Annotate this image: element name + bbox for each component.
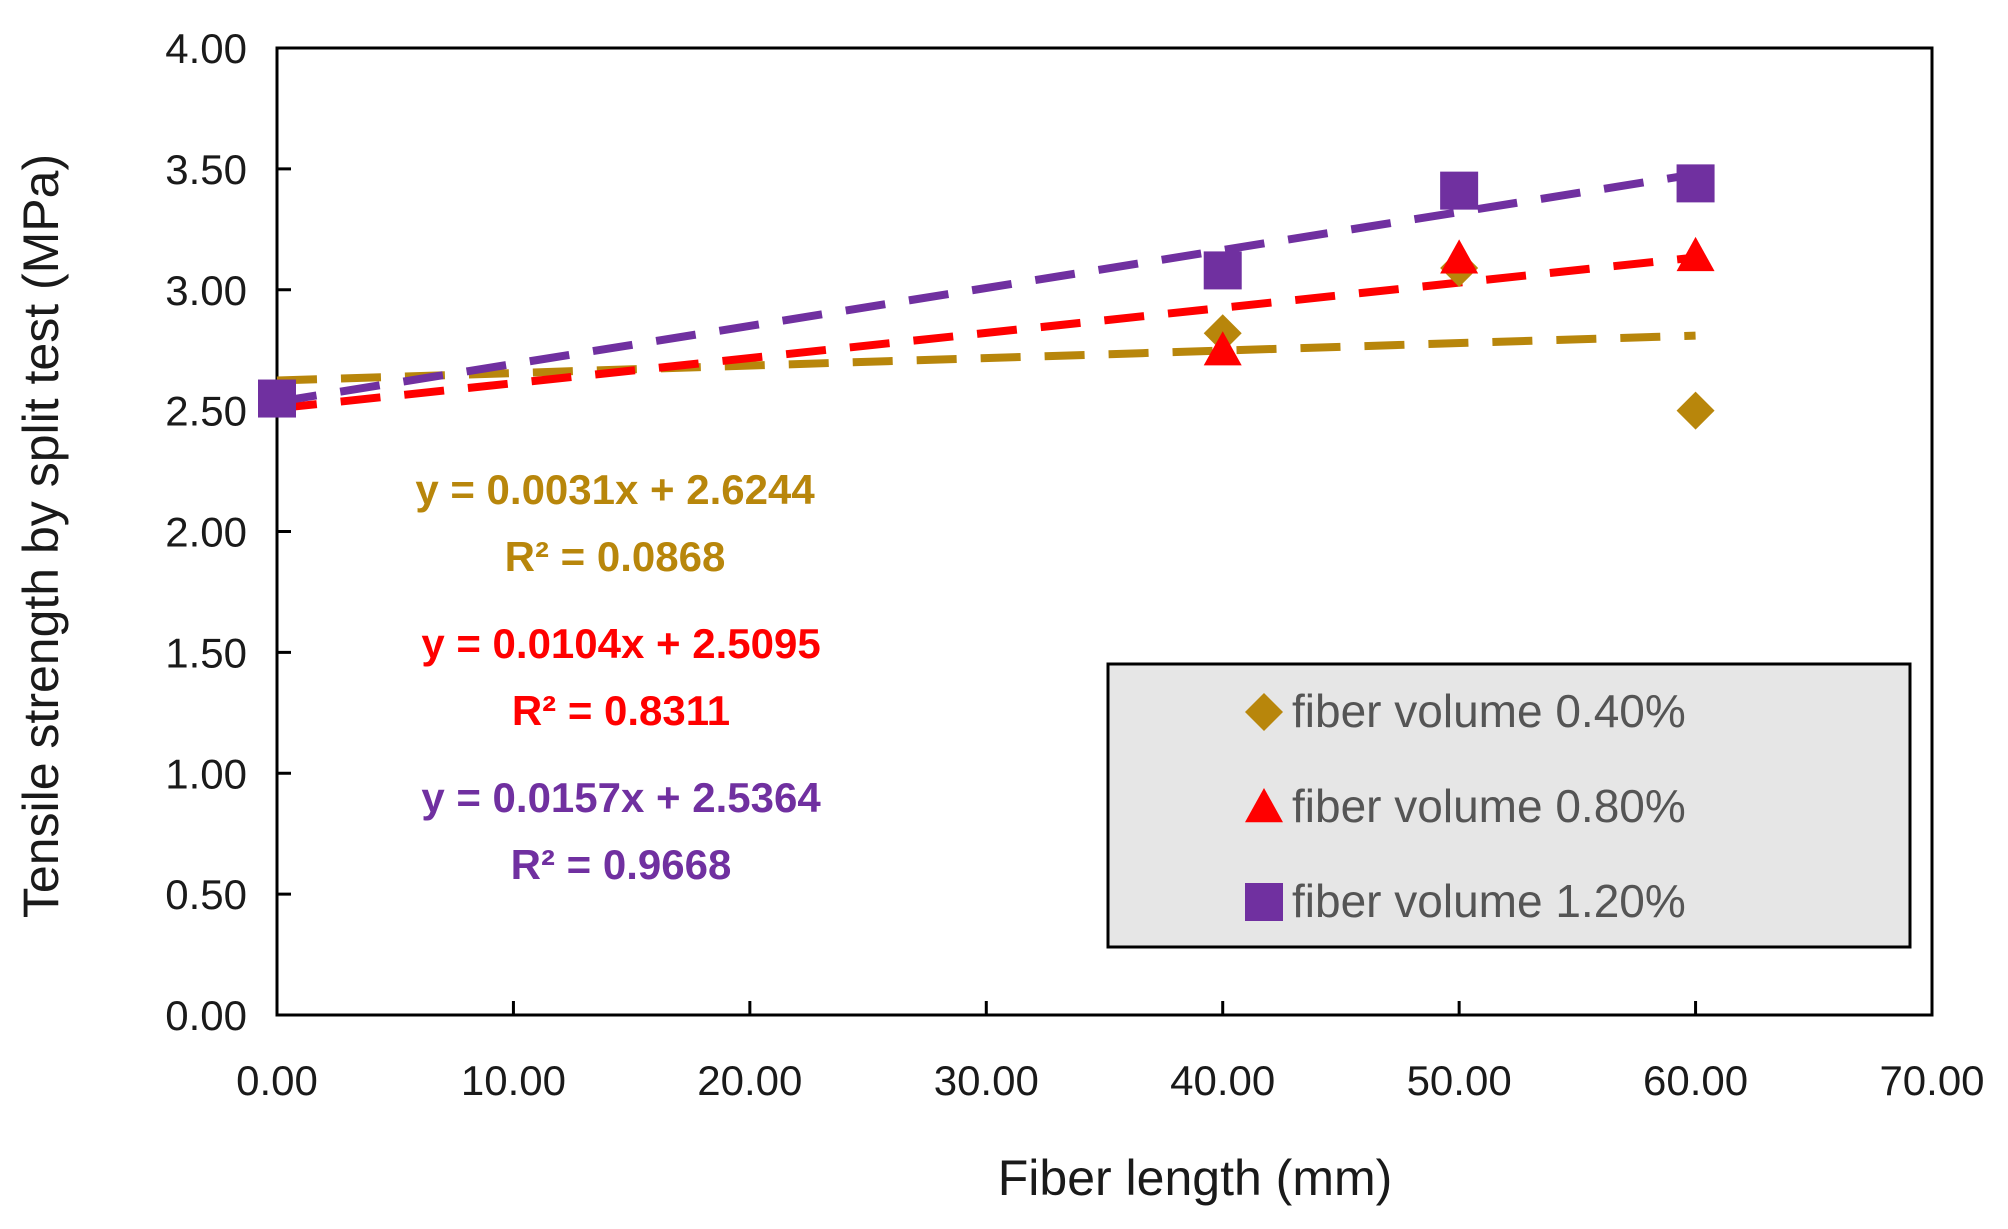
data-point-s1-p2	[1440, 239, 1479, 274]
data-points	[258, 164, 1715, 430]
trendline-2	[276, 170, 1697, 406]
y-axis-title: Tensile strength by split test (MPa)	[13, 154, 69, 918]
y-tick-label: 1.50	[165, 629, 247, 676]
legend-box	[1106, 662, 1912, 949]
y-tick-label: 2.00	[165, 509, 247, 556]
data-point-s2-p2	[1440, 171, 1479, 210]
equation-labels: y = 0.0031x + 2.6244 R² = 0.0868 y = 0.0…	[415, 466, 821, 888]
y-axis-ticks: 0.00 0.50 1.00 1.50 2.00 2.50 3.00 3.50 4.00	[165, 25, 291, 1039]
legend: fiber volume 0.40% fiber volume 0.80% fi…	[1106, 662, 1912, 949]
r2-label-2: R² = 0.9668	[511, 841, 732, 888]
legend-marker-0	[1245, 693, 1283, 731]
data-point-s2-p1	[1203, 251, 1242, 290]
legend-markers	[1245, 693, 1283, 921]
x-tick-label: 20.00	[697, 1057, 802, 1104]
trendline-0	[276, 331, 1696, 385]
legend-label-2: fiber volume 1.20%	[1292, 875, 1686, 927]
y-tick-label: 3.00	[165, 267, 247, 314]
y-tick-label: 0.00	[165, 992, 247, 1039]
r2-label-1: R² = 0.8311	[512, 687, 730, 734]
x-axis-ticks: 0.00 10.00 20.00 30.00 40.00 50.00 60.00 70.00	[236, 1001, 1985, 1104]
legend-marker-1	[1245, 788, 1283, 823]
x-tick-label: 70.00	[1879, 1057, 1984, 1104]
data-point-s1-p1	[1203, 331, 1242, 366]
data-point-s2-p3	[1676, 164, 1715, 203]
data-point-s2-p0	[258, 379, 296, 418]
x-tick-label: 60.00	[1643, 1057, 1748, 1104]
data-point-s0-p3	[1676, 391, 1715, 430]
y-tick-label: 4.00	[165, 25, 247, 72]
y-tick-label: 3.50	[165, 146, 247, 193]
equation-label-1: y = 0.0104x + 2.5095	[421, 620, 820, 667]
y-tick-label: 2.50	[165, 388, 247, 435]
x-axis-title: Fiber length (mm)	[998, 1150, 1393, 1206]
y-tick-label: 0.50	[165, 871, 247, 918]
equation-label-0: y = 0.0031x + 2.6244	[415, 466, 815, 513]
x-tick-label: 0.00	[236, 1057, 318, 1104]
x-tick-label: 50.00	[1407, 1057, 1512, 1104]
y-tick-label: 1.00	[165, 750, 247, 797]
legend-marker-2	[1245, 883, 1283, 921]
legend-label-1: fiber volume 0.80%	[1292, 780, 1686, 832]
x-tick-label: 40.00	[1170, 1057, 1275, 1104]
data-point-s1-p3	[1676, 236, 1715, 272]
r2-label-0: R² = 0.0868	[505, 533, 726, 580]
legend-label-0: fiber volume 0.40%	[1292, 685, 1686, 737]
x-tick-label: 10.00	[461, 1057, 566, 1104]
equation-label-2: y = 0.0157x + 2.5364	[421, 774, 821, 821]
x-tick-label: 30.00	[934, 1057, 1039, 1104]
